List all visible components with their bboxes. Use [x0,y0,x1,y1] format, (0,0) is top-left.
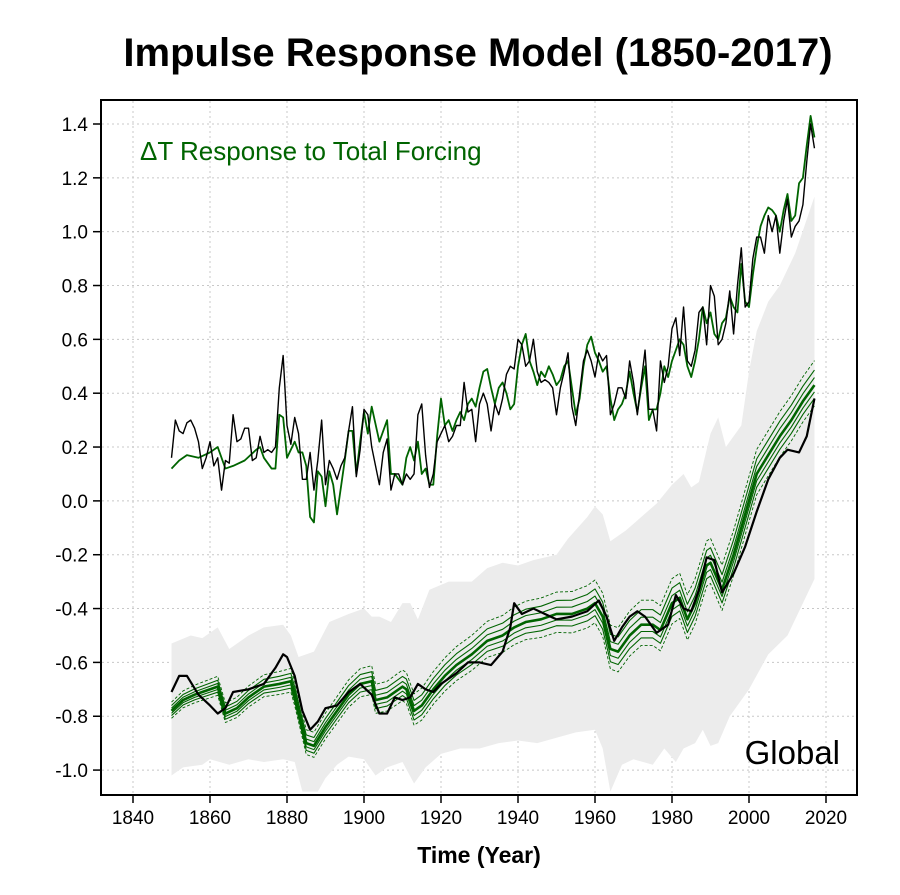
chart-title: Impulse Response Model (1850-2017) [123,31,832,75]
y-tick-label: 0.8 [62,277,88,298]
x-tick-label: 1880 [266,808,308,829]
x-axis-label: Time (Year) [417,842,541,868]
x-tick-label: 1940 [497,808,539,829]
model-ensemble-member-line [171,405,815,758]
x-tick-label: 1900 [343,808,385,829]
model-ensemble-member-line [171,397,815,754]
model-smoothed-line [170,384,816,748]
upper-series-label: ΔT Response to Total Forcing [140,136,482,166]
x-tick-label: 2020 [805,808,847,829]
x-tick-label: 1920 [420,808,462,829]
y-tick-label: 0.6 [62,330,88,351]
y-tick-label: -0.4 [55,600,88,621]
x-tick-label: 1860 [189,808,231,829]
model-ensemble-member-line [171,369,815,739]
y-tick-label: -0.6 [55,653,88,674]
y-tick-label: 0.2 [62,438,88,459]
axes: 1840 1860 1880 1900 1920 1940 1960 1980 2000 2020… [55,115,847,829]
y-tick-label: 1.0 [62,223,88,244]
y-tick-label: -1.0 [55,761,88,782]
y-tick-label: 1.4 [62,115,89,136]
uncertainty-band [171,196,815,792]
model-ensemble-member-line [171,360,815,733]
y-tick-label: -0.8 [55,707,88,728]
y-tick-label: 0.0 [62,492,88,513]
x-tick-label: 1960 [574,808,616,829]
x-tick-label: 1840 [112,808,154,829]
y-tick-label: 1.2 [62,169,88,190]
observed-smoothed-line [170,398,816,731]
model-ensemble-member-line [171,391,815,751]
x-tick-label: 1980 [651,808,693,829]
y-tick-label: 0.4 [62,384,89,405]
observed-annual-line [170,123,816,491]
x-tick-label: 2000 [728,808,770,829]
region-label: Global [745,734,840,771]
plot-area [170,115,816,792]
y-tick-label: -0.2 [55,546,88,567]
